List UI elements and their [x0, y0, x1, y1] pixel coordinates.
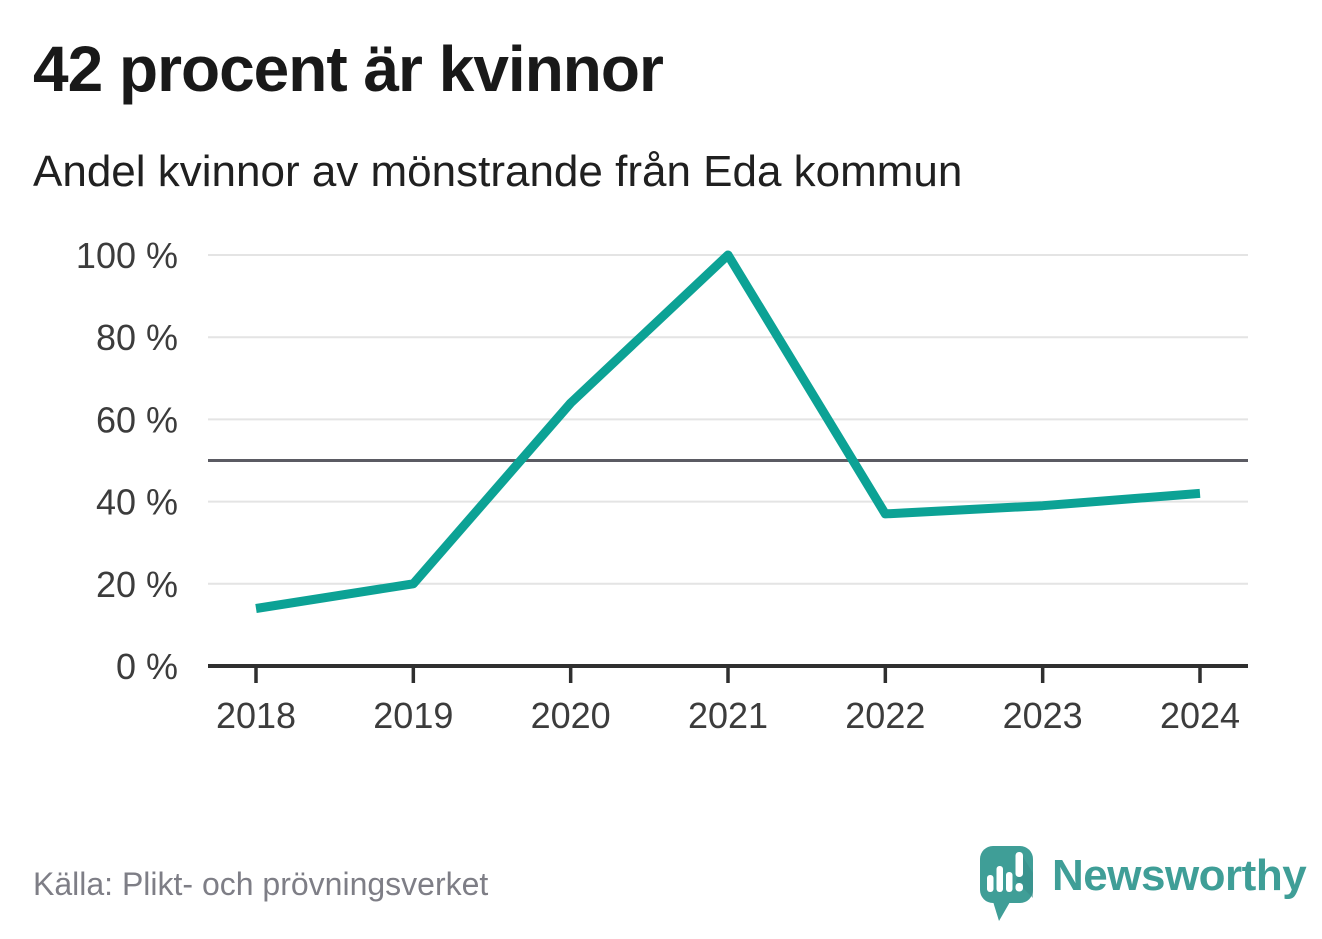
newsworthy-logo-icon	[980, 846, 1033, 921]
x-tick-label: 2018	[216, 695, 296, 736]
data-line-andel-kvinnor-av-m-nstrande	[255, 250, 1201, 613]
newsworthy-brand: Newsworthy	[978, 843, 1307, 927]
exclamation-glyph	[1015, 852, 1023, 892]
x-tick-label: 2022	[845, 695, 925, 736]
bar-chart-glyph	[987, 866, 1013, 892]
y-tick-label: 80 %	[96, 317, 178, 358]
x-tick-label: 2019	[373, 695, 453, 736]
y-tick-label: 60 %	[96, 399, 178, 440]
line-chart: 0 % 20 % 40 % 60 % 80 % 100 % 2018 2019 2020 2021…	[0, 225, 1322, 770]
line-chart-canvas: 0 % 20 % 40 % 60 % 80 % 100 % 2018 2019 2020 2021…	[76, 235, 1248, 736]
brand-name: Newsworthy	[1052, 851, 1307, 900]
chart-subtitle: Andel kvinnor av mönstrande från Eda kom…	[33, 147, 963, 196]
x-tick-label: 2024	[1160, 695, 1240, 736]
source-note: Källa: Plikt- och prövningsverket	[33, 866, 489, 902]
x-tick-label: 2023	[1003, 695, 1083, 736]
x-tick-label: 2020	[531, 695, 611, 736]
y-tick-label: 40 %	[96, 482, 178, 523]
y-tick-label: 100 %	[76, 235, 178, 276]
y-tick-label: 0 %	[116, 646, 178, 687]
chart-title: 42 procent är kvinnor	[33, 33, 664, 105]
y-tick-label: 20 %	[96, 564, 178, 605]
x-tick-label: 2021	[688, 695, 768, 736]
